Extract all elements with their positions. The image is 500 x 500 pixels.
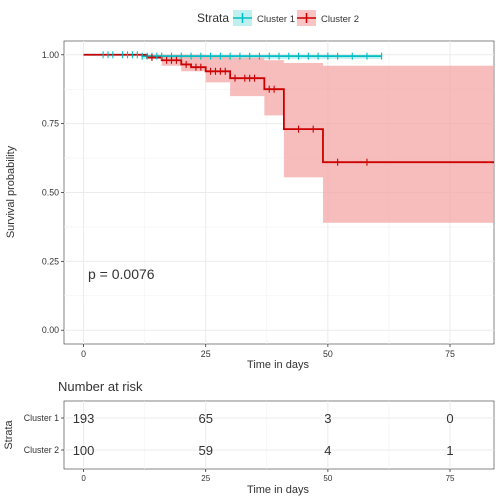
- y-tick-label: 0.25: [42, 256, 59, 266]
- legend-entry-cluster-2: Cluster 2: [297, 10, 359, 26]
- risk-cell: 59: [198, 443, 212, 458]
- legend-title: Strata: [197, 11, 229, 25]
- risk-x-tick-label: 75: [446, 474, 455, 483]
- legend: Strata Cluster 1 Cluster 2: [197, 10, 359, 26]
- x-tick-label: 0: [81, 349, 86, 359]
- p-value-annotation: p = 0.0076: [88, 266, 155, 282]
- risk-axes: 0 25 50 75 Cluster 1 Cluster 2: [24, 413, 455, 483]
- risk-cell: 193: [73, 411, 95, 426]
- risk-grid: [64, 401, 494, 469]
- legend-label-cluster-2: Cluster 2: [321, 14, 359, 25]
- y-tick-label: 0.75: [42, 119, 59, 129]
- risk-cell: 1: [446, 443, 453, 458]
- legend-label-cluster-1: Cluster 1: [257, 14, 295, 25]
- risk-cell: 100: [73, 443, 95, 458]
- risk-y-axis-title: Strata: [3, 419, 15, 449]
- y-axis-title: Survival probability: [5, 145, 17, 238]
- x-tick-label: 25: [201, 349, 211, 359]
- y-tick-label: 1.00: [42, 50, 59, 60]
- axes: 0 25 50 75 0.00 0.25 0.50 0.75 1.00: [42, 50, 455, 359]
- risk-cell: 0: [446, 411, 453, 426]
- risk-row-label-cluster-2: Cluster 2: [24, 445, 59, 455]
- risk-cell: 3: [324, 411, 331, 426]
- legend-entry-cluster-1: Cluster 1: [233, 10, 295, 26]
- risk-cell: 65: [198, 411, 212, 426]
- risk-row-label-cluster-1: Cluster 1: [24, 413, 59, 423]
- x-axis-title: Time in days: [247, 359, 309, 371]
- risk-table-panel: [63, 400, 495, 470]
- risk-table: Number at risk 193 65 3 0 100 59 4 1 0 25 50 75 Clu…: [3, 379, 495, 496]
- risk-x-axis-title: Time in days: [247, 484, 309, 496]
- y-tick-label: 0.50: [42, 188, 59, 198]
- x-tick-label: 50: [323, 349, 333, 359]
- censor-marks: [102, 51, 383, 166]
- x-tick-label: 75: [445, 349, 455, 359]
- risk-x-tick-label: 0: [81, 474, 86, 483]
- ci-band-cluster-2: [83, 54, 494, 223]
- risk-x-tick-label: 50: [323, 474, 332, 483]
- y-tick-label: 0.00: [42, 325, 59, 335]
- risk-table-title: Number at risk: [58, 379, 143, 394]
- risk-cell: 4: [324, 443, 331, 458]
- risk-cells: 193 65 3 0 100 59 4 1: [73, 411, 454, 458]
- survival-plot: 0 25 50 75 0.00 0.25 0.50 0.75 1.00 p = 0.0076 T…: [5, 40, 495, 371]
- risk-x-tick-label: 25: [201, 474, 210, 483]
